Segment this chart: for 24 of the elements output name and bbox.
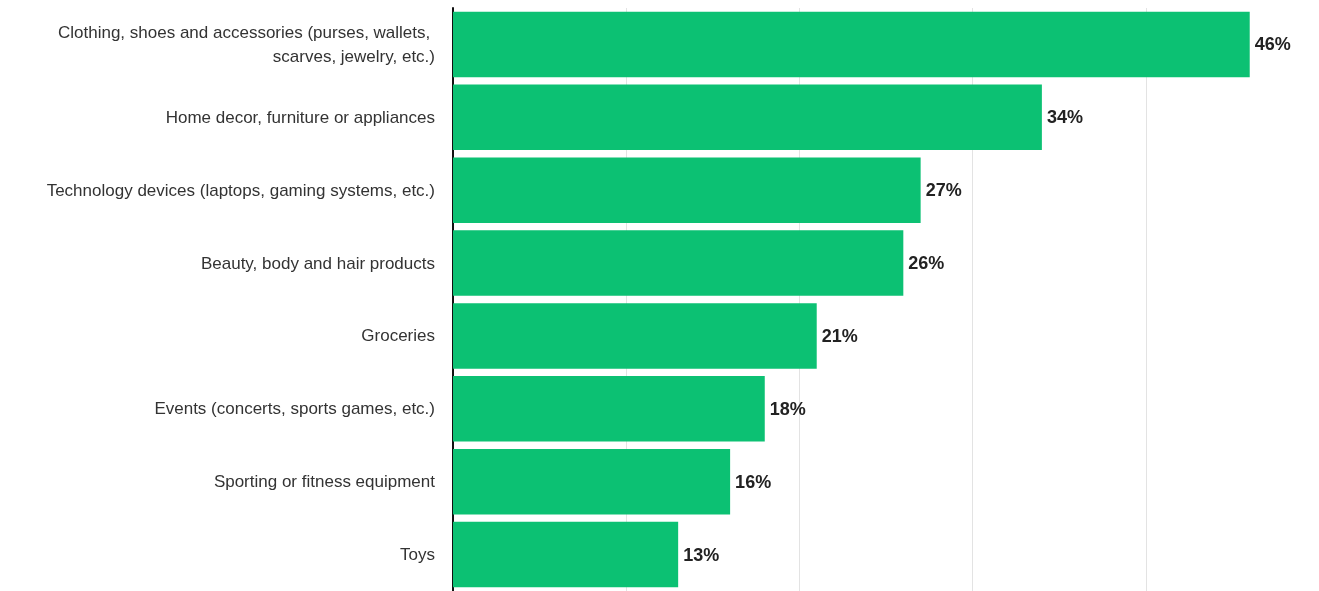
bar: [453, 303, 817, 369]
data-label: 46%: [1254, 34, 1291, 55]
y-tick-label: Beauty, body and hair products: [200, 253, 435, 273]
data-label: 21%: [821, 325, 858, 346]
y-tick-label: Events (concerts, sports games, etc.): [154, 399, 435, 419]
data-label: 16%: [735, 471, 772, 492]
y-tick-label: Home decor, furniture or appliances: [165, 107, 435, 127]
data-label: 13%: [683, 544, 720, 565]
bar: [453, 11, 1250, 78]
bar: [453, 521, 679, 588]
data-label: 27%: [925, 180, 962, 201]
y-tick-label: Toys: [400, 545, 435, 565]
y-tick-label: Clothing, shoes and accessories (purses, wallets, scarves, jewelry, etc.): [57, 22, 435, 66]
data-label: 18%: [769, 398, 806, 419]
data-label: 34%: [1046, 107, 1083, 128]
bar: [453, 448, 731, 515]
data-label: 26%: [908, 253, 945, 274]
y-tick-label: Technology devices (laptops, gaming systems, etc.): [46, 180, 435, 200]
bar: [453, 157, 921, 223]
bar: [453, 376, 765, 442]
bar: [453, 230, 904, 296]
bar: [453, 84, 1042, 151]
y-tick-label: Sporting or fitness equipment: [213, 472, 436, 492]
y-tick-label: Groceries: [361, 326, 435, 346]
